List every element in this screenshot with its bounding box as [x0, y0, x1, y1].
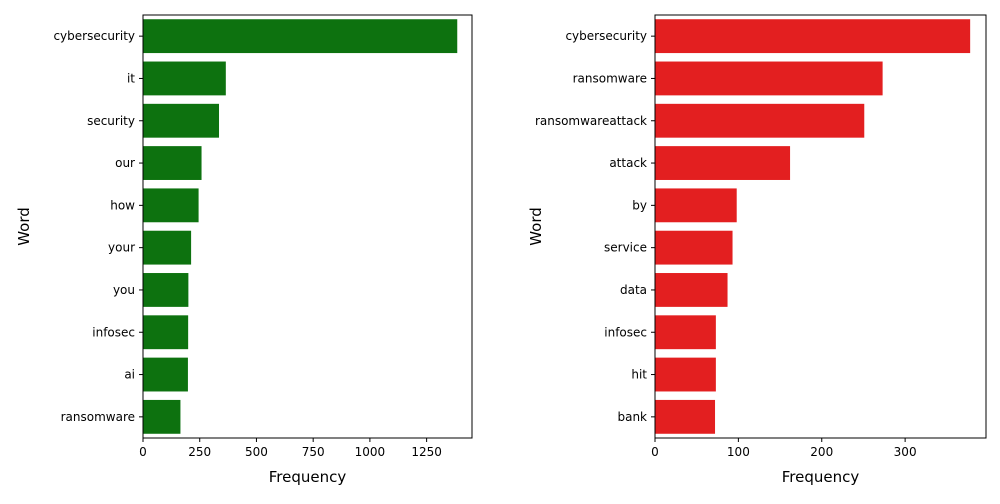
chart-panel-1: cybersecurity it security our how your you info… — [15, 14, 473, 486]
y-tick-label: security — [87, 114, 135, 128]
y-tick-label: by — [632, 198, 647, 212]
y-axis-title: Word — [527, 207, 545, 246]
y-tick-label: ai — [124, 368, 135, 382]
x-tick-label: 1250 — [411, 445, 442, 459]
bar-ransomwareattack[interactable] — [655, 103, 865, 138]
y-tick-label: hit — [631, 368, 647, 382]
bar-your[interactable] — [143, 230, 192, 265]
x-tick-label: 0 — [651, 445, 659, 459]
bar-hit[interactable] — [655, 357, 716, 392]
y-axis-title: Word — [15, 207, 33, 246]
x-tick-label: 250 — [188, 445, 211, 459]
y-tick-label: data — [620, 283, 647, 297]
x-tick-label: 200 — [810, 445, 833, 459]
x-tick-label: 300 — [894, 445, 917, 459]
y-tick-label: infosec — [92, 325, 135, 339]
y-tick-label: ransomwareattack — [535, 114, 647, 128]
bar-cybersecurity[interactable] — [655, 19, 971, 54]
bar-you[interactable] — [143, 273, 189, 307]
y-tick-label: ransomware — [61, 410, 135, 424]
bar-security[interactable] — [143, 103, 220, 138]
bar-by[interactable] — [655, 188, 737, 223]
y-tick-label: cybersecurity — [565, 29, 647, 43]
x-axis-title: Frequency — [269, 468, 347, 486]
bar-service[interactable] — [655, 230, 733, 265]
y-tick-label: it — [127, 71, 135, 85]
bar-it[interactable] — [143, 61, 226, 96]
y-tick-label: cybersecurity — [53, 29, 135, 43]
y-tick-label: infosec — [604, 325, 647, 339]
bar-ransomware[interactable] — [143, 399, 181, 434]
bar-cybersecurity[interactable] — [143, 19, 458, 54]
x-tick-label: 0 — [139, 445, 147, 459]
plot-frame — [654, 14, 987, 439]
x-tick-label: 100 — [727, 445, 750, 459]
bar-bank[interactable] — [655, 399, 716, 434]
y-tick-label: your — [108, 241, 135, 255]
y-tick-label: our — [115, 156, 135, 170]
y-tick-label: ransomware — [573, 71, 647, 85]
x-tick-label: 1000 — [355, 445, 386, 459]
bar-data[interactable] — [655, 273, 728, 307]
bar-how[interactable] — [143, 188, 199, 223]
y-tick-label: you — [113, 283, 135, 297]
x-axis-title: Frequency — [782, 468, 860, 486]
y-tick-label: how — [110, 198, 135, 212]
bar-infosec[interactable] — [655, 315, 716, 350]
bar-ai[interactable] — [143, 357, 188, 392]
bar-our[interactable] — [143, 146, 202, 180]
y-tick-label: attack — [609, 156, 647, 170]
bar-infosec[interactable] — [143, 315, 189, 350]
x-tick-label: 500 — [245, 445, 268, 459]
chart-panel-2: cybersecurity ransomware ransomwareattack a… — [527, 14, 987, 486]
bar-attack[interactable] — [655, 146, 791, 180]
x-tick-label: 750 — [302, 445, 325, 459]
y-tick-label: bank — [617, 410, 647, 424]
plot-frame — [142, 14, 473, 439]
bar-ransomware[interactable] — [655, 61, 883, 96]
y-tick-label: service — [604, 241, 647, 255]
